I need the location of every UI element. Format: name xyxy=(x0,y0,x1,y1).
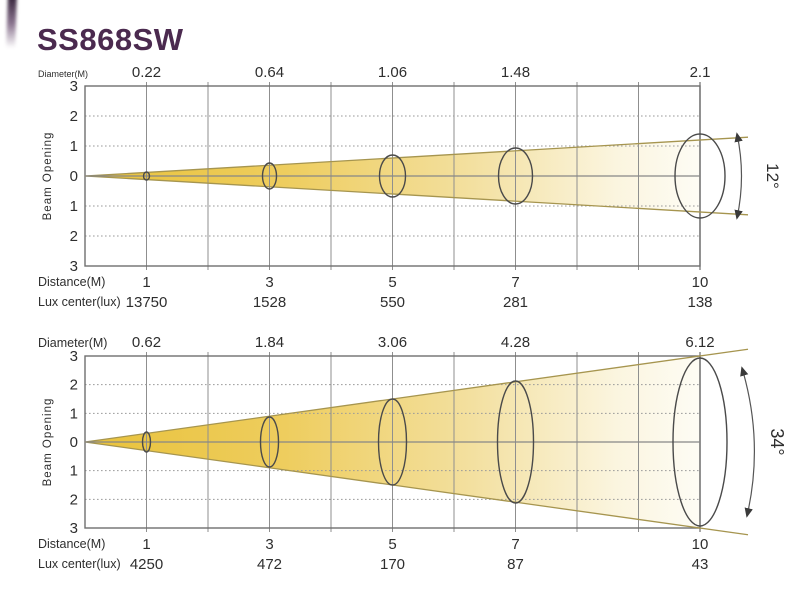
beam-angle-arrow xyxy=(734,132,743,220)
beam-angle-arrow xyxy=(740,366,755,518)
diameter-value: 3.06 xyxy=(378,334,407,351)
distance-row-label: Distance(M) xyxy=(38,275,105,289)
beam-ellipse-1m xyxy=(141,431,152,453)
cone-edge-top xyxy=(84,348,749,443)
y-tick-label: 3 xyxy=(70,348,78,365)
diameter-row-label: Diameter(M) xyxy=(38,336,107,350)
diameter-value: 0.62 xyxy=(132,334,161,351)
beam-ellipse-3m xyxy=(259,416,280,468)
lux-value: 43 xyxy=(692,556,709,573)
beam-angle-label: 12° xyxy=(763,163,782,189)
y-tick-label: 1 xyxy=(70,463,78,480)
cone-edge-bottom xyxy=(84,441,749,536)
beam-ellipse-1m xyxy=(142,171,151,181)
y-tick-label: 2 xyxy=(70,377,78,394)
diameter-row-label: Diameter(M) xyxy=(38,69,88,79)
diameter-value: 2.1 xyxy=(690,64,711,81)
diameter-value: 1.84 xyxy=(255,334,284,351)
diameter-value: 1.48 xyxy=(501,64,530,81)
lux-value: 281 xyxy=(503,294,528,311)
lux-value: 170 xyxy=(380,556,405,573)
cone-edge-top xyxy=(84,136,749,177)
beam-ellipse-7m xyxy=(496,380,535,504)
beam-ellipse-10m xyxy=(672,357,728,527)
beam-chart-34deg: Diameter(M) 0.62 1.84 3.06 4.28 6.123210123Be… xyxy=(38,334,787,573)
y-tick-label: 3 xyxy=(70,258,78,275)
beam-ellipse-5m xyxy=(378,154,407,198)
distance-value: 5 xyxy=(388,536,396,553)
lux-value: 138 xyxy=(687,294,712,311)
beam-angle-label: 34° xyxy=(767,428,787,455)
distance-value: 1 xyxy=(142,274,150,291)
y-tick-label: 0 xyxy=(70,434,78,451)
distance-value: 7 xyxy=(511,536,519,553)
diameter-value: 1.06 xyxy=(378,64,407,81)
distance-value: 5 xyxy=(388,274,396,291)
y-tick-label: 1 xyxy=(70,198,78,215)
y-tick-label: 2 xyxy=(70,491,78,508)
y-tick-label: 3 xyxy=(70,520,78,537)
distance-value: 1 xyxy=(142,536,150,553)
beam-ellipse-5m xyxy=(377,398,408,486)
y-tick-label: 2 xyxy=(70,228,78,245)
beam-ellipse-3m xyxy=(261,162,278,190)
lux-value: 13750 xyxy=(126,294,168,311)
lux-row-label: Lux center(lux) xyxy=(38,295,121,309)
beam-chart-12deg: Diameter(M) 0.22 0.64 1.06 1.48 2.13210123Bea… xyxy=(38,64,782,311)
distance-row-label: Distance(M) xyxy=(38,537,105,551)
lux-value: 87 xyxy=(507,556,524,573)
distance-value: 10 xyxy=(692,274,709,291)
lux-value: 4250 xyxy=(130,556,163,573)
beam-ellipse-7m xyxy=(497,147,534,205)
lux-row-label: Lux center(lux) xyxy=(38,557,121,571)
lux-value: 472 xyxy=(257,556,282,573)
y-tick-label: 1 xyxy=(70,138,78,155)
lux-value: 1528 xyxy=(253,294,286,311)
beam-ellipse-10m xyxy=(674,133,726,219)
y-tick-label: 2 xyxy=(70,108,78,125)
y-axis-title: Beam Opening xyxy=(42,132,54,221)
distance-value: 10 xyxy=(692,536,709,553)
lux-value: 550 xyxy=(380,294,405,311)
cone-edge-bottom xyxy=(84,175,749,216)
page-corner-shadow xyxy=(6,0,17,49)
distance-value: 7 xyxy=(511,274,519,291)
y-tick-label: 1 xyxy=(70,405,78,422)
diameter-value: 6.12 xyxy=(685,334,714,351)
page-title: SS868SW xyxy=(37,22,184,57)
y-tick-label: 3 xyxy=(70,78,78,95)
distance-value: 3 xyxy=(265,536,273,553)
diameter-value: 4.28 xyxy=(501,334,530,351)
diameter-value: 0.22 xyxy=(132,64,161,81)
y-axis-title: Beam Opening xyxy=(42,398,54,487)
y-tick-label: 0 xyxy=(70,168,78,185)
distance-value: 3 xyxy=(265,274,273,291)
diameter-value: 0.64 xyxy=(255,64,284,81)
